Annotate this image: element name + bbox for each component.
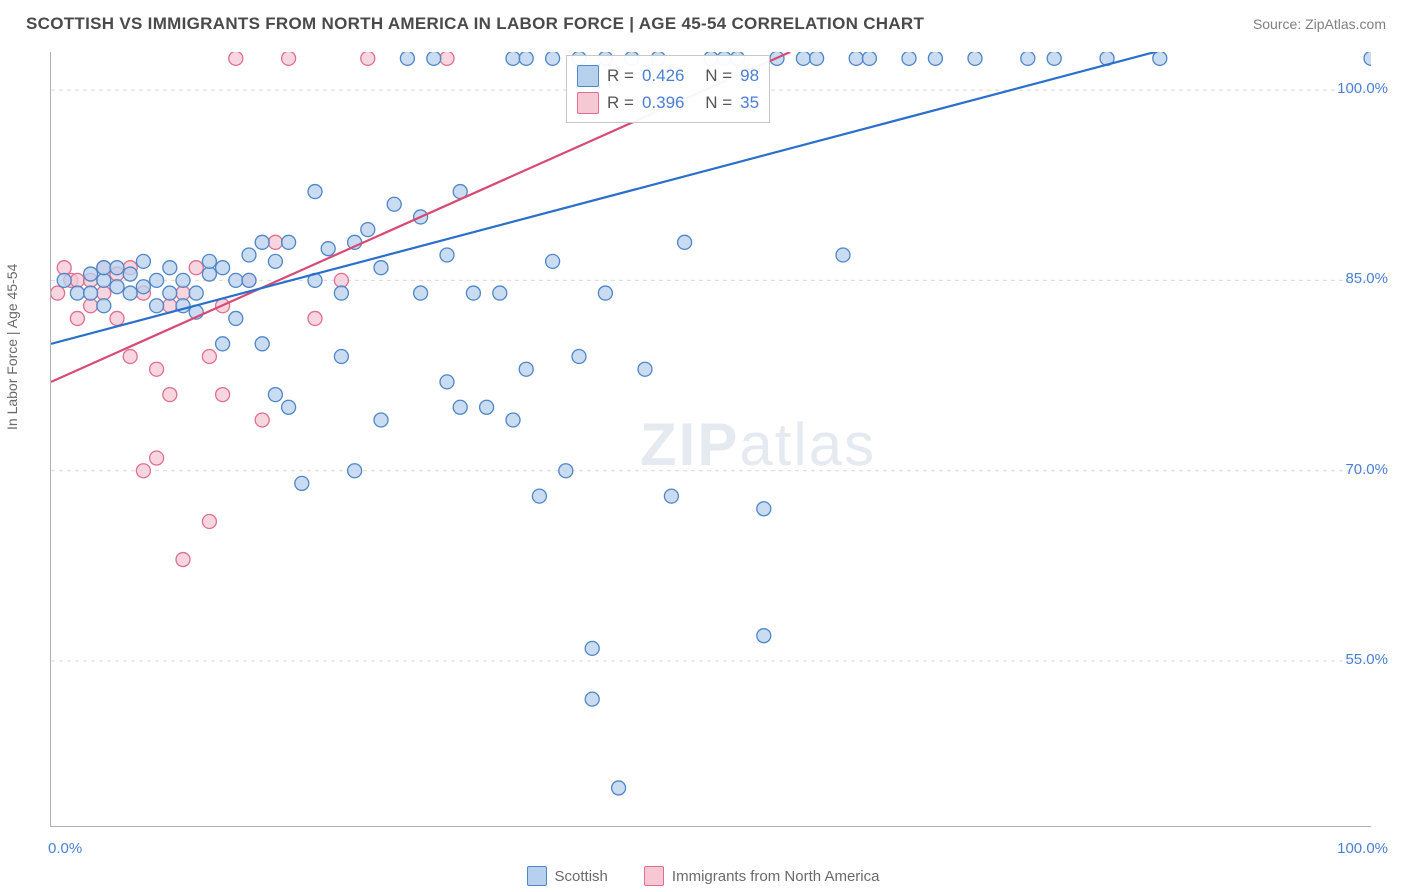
stats-R-immigrants: 0.396	[642, 89, 685, 116]
stats-N-immigrants: 35	[740, 89, 759, 116]
source-label: Source: ZipAtlas.com	[1253, 16, 1386, 32]
stats-row-scottish: R = 0.426 N = 98	[577, 62, 759, 89]
scatter-plot-svg	[51, 52, 1371, 826]
stats-R-label: R =	[607, 62, 634, 89]
stats-N-label: N =	[705, 89, 732, 116]
y-tick-label: 55.0%	[1345, 651, 1388, 668]
y-tick-label: 85.0%	[1345, 270, 1388, 287]
immigrants-swatch-icon	[644, 866, 664, 886]
legend-item-immigrants: Immigrants from North America	[644, 866, 880, 886]
legend-label-immigrants: Immigrants from North America	[672, 868, 880, 885]
scottish-swatch-icon	[577, 65, 599, 87]
stats-R-scottish: 0.426	[642, 62, 685, 89]
bottom-legend: Scottish Immigrants from North America	[0, 866, 1406, 886]
scottish-swatch-icon	[527, 866, 547, 886]
x-tick-label: 0.0%	[48, 840, 82, 857]
stats-N-label: N =	[705, 62, 732, 89]
immigrants-swatch-icon	[577, 92, 599, 114]
stats-row-immigrants: R = 0.396 N = 35	[577, 89, 759, 116]
stats-N-scottish: 98	[740, 62, 759, 89]
y-tick-label: 100.0%	[1337, 80, 1388, 97]
legend-label-scottish: Scottish	[555, 868, 608, 885]
stats-R-label: R =	[607, 89, 634, 116]
legend-item-scottish: Scottish	[527, 866, 608, 886]
y-tick-label: 70.0%	[1345, 461, 1388, 478]
stats-legend-box: R = 0.426 N = 98 R = 0.396 N = 35	[566, 55, 770, 123]
y-axis-label: In Labor Force | Age 45-54	[4, 264, 20, 430]
x-tick-label: 100.0%	[1337, 840, 1388, 857]
chart-title: SCOTTISH VS IMMIGRANTS FROM NORTH AMERIC…	[26, 14, 924, 34]
chart-area	[50, 52, 1371, 827]
